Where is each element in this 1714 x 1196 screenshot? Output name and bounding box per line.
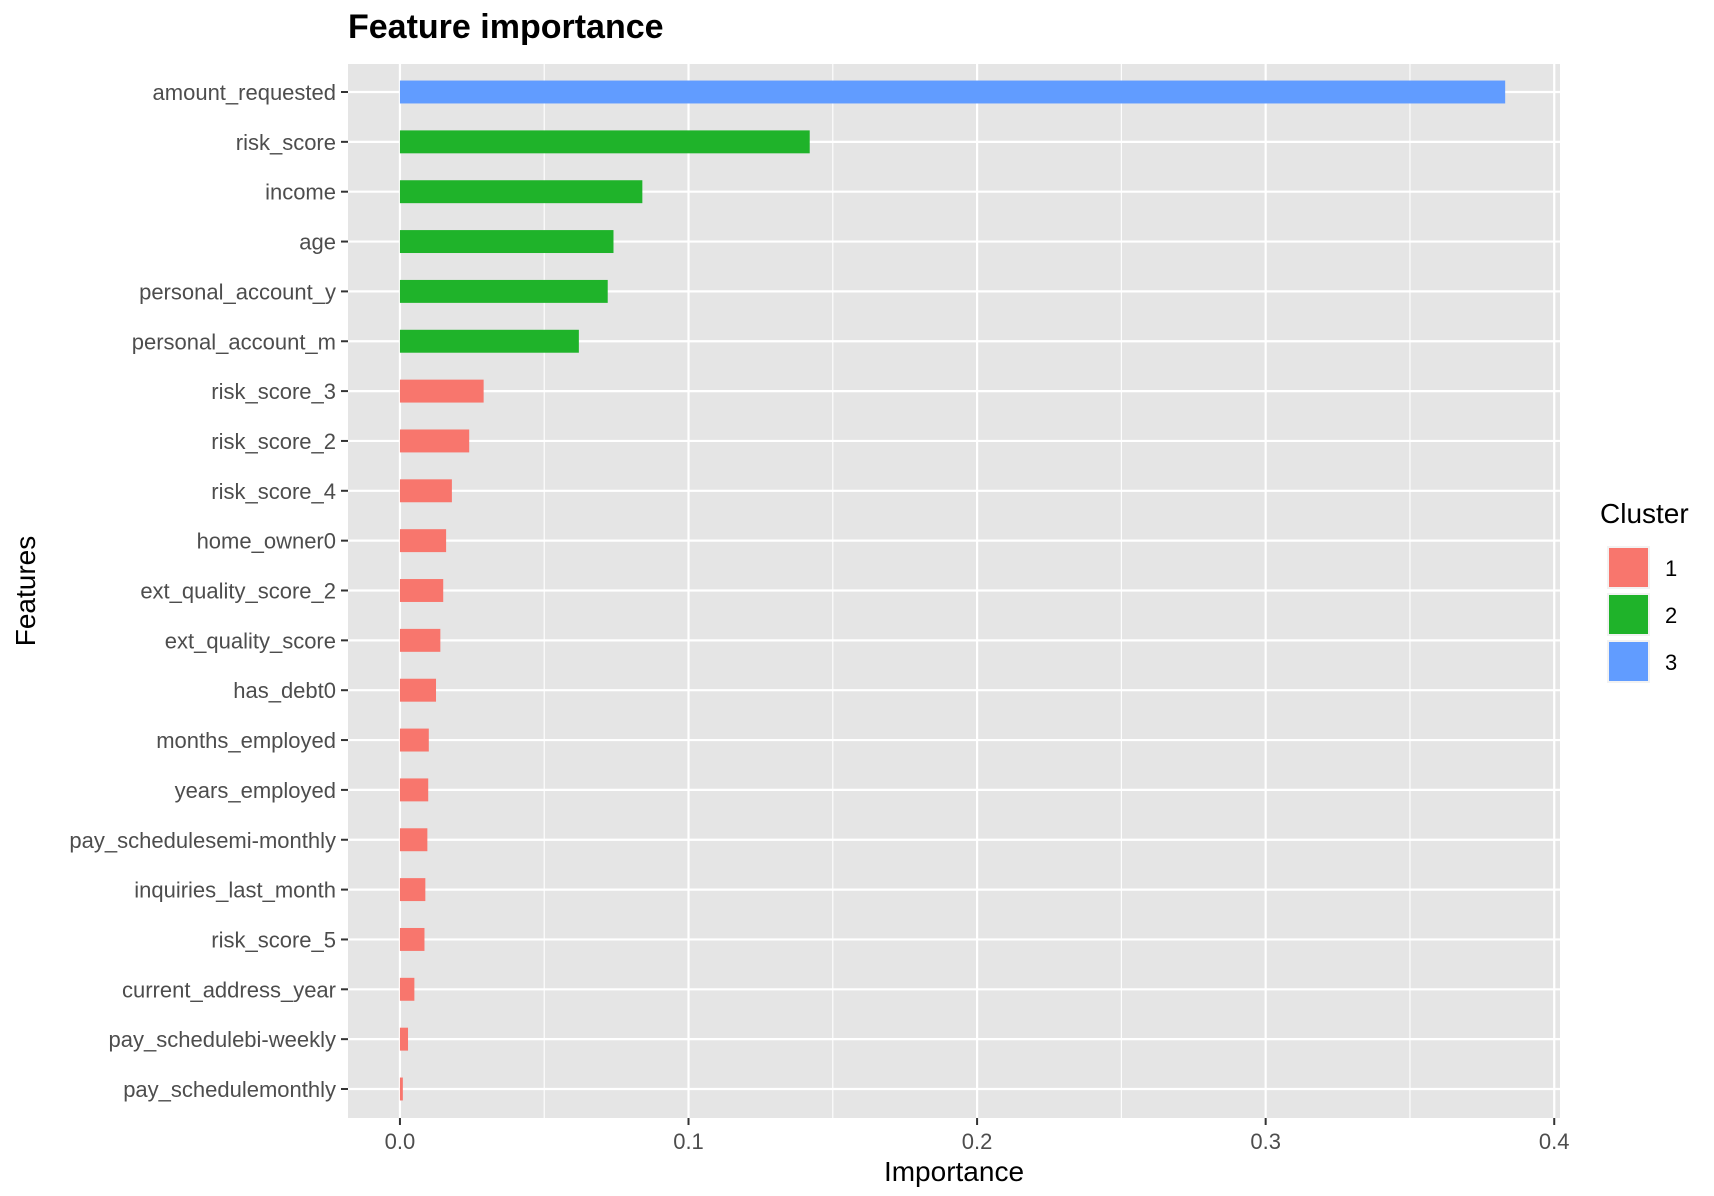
bar-age	[399, 230, 614, 254]
bar-risk_score_2	[399, 429, 470, 453]
y-tick-label: ext_quality_score	[165, 628, 336, 653]
y-tick-label: risk_score_2	[211, 429, 336, 454]
bar-home_owner0	[399, 529, 447, 553]
x-tick-label: 0.1	[673, 1129, 704, 1154]
bar-pay_schedulebi-weekly	[399, 1027, 409, 1051]
y-tick-label: risk_score_4	[211, 479, 336, 504]
bar-risk_score_4	[399, 479, 452, 503]
x-tick-label: 0.2	[962, 1129, 993, 1154]
legend-items: 1 2 3	[1607, 546, 1677, 683]
legend-title: Cluster	[1600, 498, 1689, 529]
y-tick-label: years_employed	[175, 778, 336, 803]
legend-swatch-1	[1609, 548, 1648, 587]
y-tick-label: risk_score_5	[211, 927, 336, 952]
y-axis-title: Features	[10, 536, 41, 647]
y-tick-label: risk_score_3	[211, 379, 336, 404]
y-tick-label: current_address_year	[122, 977, 336, 1002]
y-tick-label: income	[265, 180, 336, 205]
bar-inquiries_last_month	[399, 878, 426, 902]
y-tick-label: personal_account_y	[139, 279, 336, 304]
x-tick-label: 0.3	[1250, 1129, 1281, 1154]
bar-has_debt0	[399, 678, 437, 702]
bar-current_address_year	[399, 977, 415, 1001]
x-tick-label: 0.0	[385, 1129, 416, 1154]
y-tick-label: ext_quality_score_2	[140, 579, 336, 604]
bar-ext_quality_score_2	[399, 579, 444, 602]
y-tick-label: inquiries_last_month	[134, 878, 336, 903]
legend-swatch-3	[1609, 642, 1648, 681]
bar-personal_account_m	[399, 329, 579, 353]
chart-title: Feature importance	[348, 8, 664, 46]
x-axis-ticks: 0.0 0.1 0.2 0.3 0.4	[385, 1118, 1570, 1154]
y-tick-label: has_debt0	[233, 678, 336, 703]
y-tick-label: age	[299, 230, 336, 255]
bar-pay_schedulesemi-monthly	[399, 828, 428, 852]
bar-risk_score	[399, 130, 810, 154]
x-axis-title: Importance	[884, 1156, 1024, 1187]
bar-risk_score_3	[399, 379, 484, 403]
y-tick-label: personal_account_m	[132, 329, 336, 354]
y-tick-label: pay_schedulemonthly	[123, 1077, 336, 1102]
legend-label-1: 1	[1665, 556, 1677, 581]
y-tick-label: pay_schedulesemi-monthly	[69, 828, 336, 853]
bar-amount_requested	[399, 80, 1506, 104]
y-tick-label: amount_requested	[153, 80, 336, 105]
bar-years_employed	[399, 778, 429, 802]
legend-swatch-2	[1609, 595, 1648, 634]
bar-ext_quality_score	[399, 628, 441, 652]
legend: Cluster 1 2 3	[1600, 498, 1689, 683]
bars-group	[399, 80, 1506, 1101]
x-tick-label: 0.4	[1539, 1129, 1570, 1154]
bar-months_employed	[399, 728, 429, 752]
y-tick-label: months_employed	[156, 728, 336, 753]
y-tick-label: pay_schedulebi-weekly	[109, 1027, 336, 1052]
y-tick-label: risk_score	[236, 130, 336, 155]
bar-pay_schedulemonthly	[399, 1077, 403, 1101]
bar-personal_account_y	[399, 279, 608, 303]
legend-label-3: 3	[1665, 650, 1677, 675]
legend-label-2: 2	[1665, 603, 1677, 628]
bar-risk_score_5	[399, 927, 425, 951]
bar-income	[399, 180, 643, 204]
y-tick-label: home_owner0	[197, 529, 336, 554]
